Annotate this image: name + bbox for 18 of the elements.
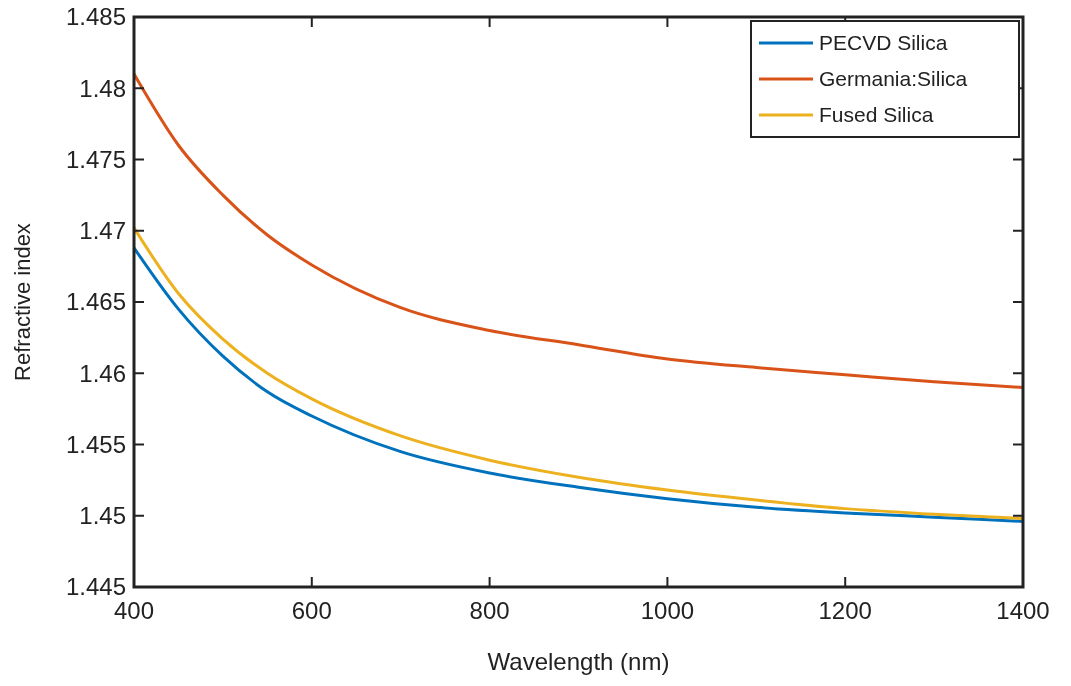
legend-label: PECVD Silica [819,31,948,55]
y-tick-label: 1.485 [65,3,126,31]
legend-label: Germania:Silica [819,67,968,91]
x-axis-title: Wavelength (nm) [487,648,670,675]
x-tick-label: 1200 [818,597,872,624]
y-tick-label: 1.46 [79,359,126,387]
y-tick-label: 1.475 [65,145,126,173]
y-tick-label: 1.48 [79,74,126,102]
y-tick-label: 1.455 [65,430,126,458]
y-tick-label: 1.465 [65,288,126,316]
y-tick-label: 1.47 [79,217,126,245]
legend-label: Fused Silica [819,103,934,127]
x-tick-label: 1000 [640,597,695,624]
y-axis-title: Refractive index [10,223,35,381]
x-tick-label: 1400 [996,597,1050,624]
x-tick-label: 800 [469,597,510,624]
y-tick-label: 1.45 [79,502,126,530]
x-tick-label: 600 [291,597,332,624]
